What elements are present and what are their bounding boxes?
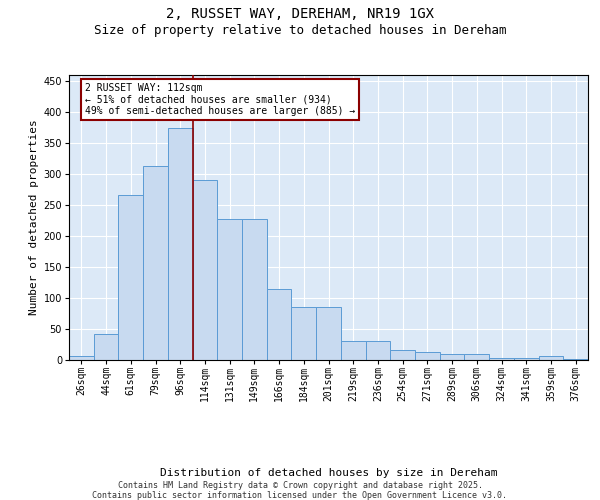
Bar <box>168 128 193 360</box>
Bar <box>316 308 341 360</box>
Bar <box>94 334 118 360</box>
Bar <box>464 354 489 360</box>
Bar <box>242 218 267 360</box>
Bar <box>563 359 588 360</box>
Text: Contains public sector information licensed under the Open Government Licence v3: Contains public sector information licen… <box>92 491 508 500</box>
Bar <box>143 166 168 360</box>
Y-axis label: Number of detached properties: Number of detached properties <box>29 120 39 316</box>
Bar <box>390 350 415 360</box>
Text: 2 RUSSET WAY: 112sqm
← 51% of detached houses are smaller (934)
49% of semi-deta: 2 RUSSET WAY: 112sqm ← 51% of detached h… <box>85 83 355 116</box>
Text: Distribution of detached houses by size in Dereham: Distribution of detached houses by size … <box>160 468 497 477</box>
Bar <box>267 289 292 360</box>
Bar <box>193 180 217 360</box>
Bar <box>118 194 143 360</box>
Bar <box>365 341 390 360</box>
Text: 2, RUSSET WAY, DEREHAM, NR19 1GX: 2, RUSSET WAY, DEREHAM, NR19 1GX <box>166 8 434 22</box>
Text: Contains HM Land Registry data © Crown copyright and database right 2025.: Contains HM Land Registry data © Crown c… <box>118 481 482 490</box>
Bar <box>292 308 316 360</box>
Bar <box>415 352 440 360</box>
Text: Size of property relative to detached houses in Dereham: Size of property relative to detached ho… <box>94 24 506 37</box>
Bar <box>539 356 563 360</box>
Bar <box>69 356 94 360</box>
Bar <box>341 341 365 360</box>
Bar <box>514 358 539 360</box>
Bar <box>217 218 242 360</box>
Bar <box>440 354 464 360</box>
Bar <box>489 358 514 360</box>
